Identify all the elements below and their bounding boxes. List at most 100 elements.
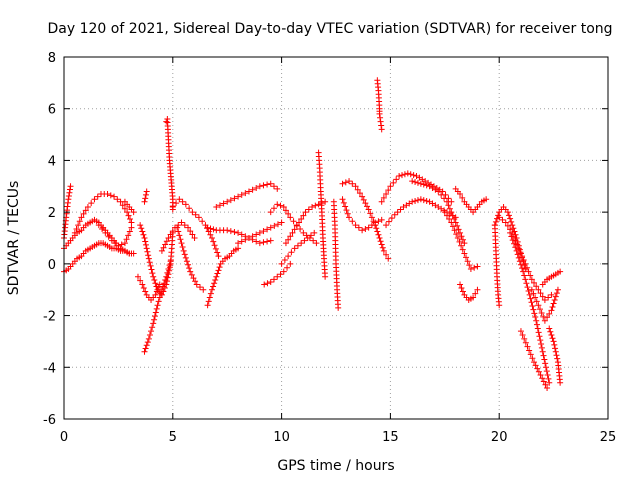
data-point: [158, 247, 165, 254]
data-point: [356, 190, 363, 197]
data-point: [143, 188, 150, 195]
data-point: [278, 219, 285, 226]
data-point: [508, 233, 515, 240]
data-point: [519, 253, 526, 260]
data-point: [378, 122, 385, 129]
series-spike5: [491, 222, 503, 309]
data-point: [144, 339, 151, 346]
data-point: [538, 341, 545, 348]
data-point: [526, 291, 533, 298]
data-point: [66, 186, 73, 193]
data-point: [520, 268, 527, 275]
data-point: [527, 272, 534, 279]
data-point: [288, 249, 295, 256]
data-point: [220, 200, 227, 207]
data-point: [448, 209, 455, 216]
data-point: [182, 201, 189, 208]
data-point: [545, 375, 552, 382]
data-point: [164, 269, 171, 276]
data-point: [552, 345, 559, 352]
data-point: [544, 384, 551, 391]
data-point: [287, 233, 294, 240]
data-point: [260, 228, 267, 235]
data-point: [349, 180, 356, 187]
data-point: [530, 290, 537, 297]
data-point: [463, 254, 470, 261]
data-point: [517, 250, 524, 257]
data-point: [137, 222, 144, 229]
data-point: [516, 246, 523, 253]
data-point: [376, 110, 383, 117]
data-point: [143, 245, 150, 252]
data-point: [71, 229, 78, 236]
data-point: [530, 306, 537, 313]
data-point: [216, 264, 223, 271]
x-tick-label: 15: [382, 430, 399, 445]
data-point: [66, 189, 73, 196]
data-point: [215, 267, 222, 274]
data-point: [183, 258, 190, 265]
data-point: [267, 180, 274, 187]
data-point: [383, 222, 390, 229]
data-point: [410, 172, 417, 179]
data-point: [174, 224, 181, 231]
data-point: [175, 222, 182, 229]
data-point: [365, 206, 372, 213]
data-point: [380, 247, 387, 254]
data-point: [88, 200, 95, 207]
data-point: [373, 225, 380, 232]
data-point: [459, 288, 466, 295]
data-point: [245, 188, 252, 195]
data-point: [291, 226, 298, 233]
data-point: [521, 335, 528, 342]
data-point: [547, 328, 554, 335]
data-point: [545, 294, 552, 301]
data-point: [207, 231, 214, 238]
data-point: [446, 216, 453, 223]
data-point: [148, 266, 155, 273]
data-point: [322, 273, 329, 280]
data-point: [549, 335, 556, 342]
data-point: [157, 290, 164, 297]
data-point: [300, 212, 307, 219]
data-point: [208, 286, 215, 293]
data-point: [397, 206, 404, 213]
series-spike1: [163, 116, 176, 213]
data-point: [169, 228, 176, 235]
data-point: [235, 245, 242, 252]
data-point: [388, 215, 395, 222]
data-point: [454, 235, 461, 241]
data-point: [179, 198, 186, 205]
data-point: [309, 203, 316, 210]
data-point: [126, 250, 133, 257]
data-point: [112, 240, 119, 247]
data-point: [267, 237, 274, 244]
data-point: [512, 244, 519, 251]
data-point: [138, 225, 145, 232]
data-point: [75, 222, 82, 229]
data-point: [214, 249, 221, 256]
data-point: [344, 210, 351, 217]
data-point: [528, 299, 535, 306]
data-point: [524, 284, 531, 291]
data-point: [208, 235, 215, 241]
data-point: [412, 197, 419, 204]
data-point: [536, 333, 543, 340]
data-point: [548, 331, 555, 338]
data-point: [504, 222, 511, 229]
data-point: [516, 258, 523, 265]
data-point: [298, 240, 305, 247]
data-point: [378, 241, 385, 248]
data-point: [311, 229, 318, 236]
data-point: [151, 313, 158, 320]
data-point: [278, 260, 285, 267]
series-arc3: [71, 191, 135, 236]
data-point: [287, 260, 294, 267]
series-arc35: [517, 328, 551, 391]
data-point: [343, 207, 350, 214]
data-point: [376, 235, 383, 241]
data-point: [235, 193, 242, 200]
data-point: [528, 276, 535, 283]
data-point: [142, 345, 149, 352]
